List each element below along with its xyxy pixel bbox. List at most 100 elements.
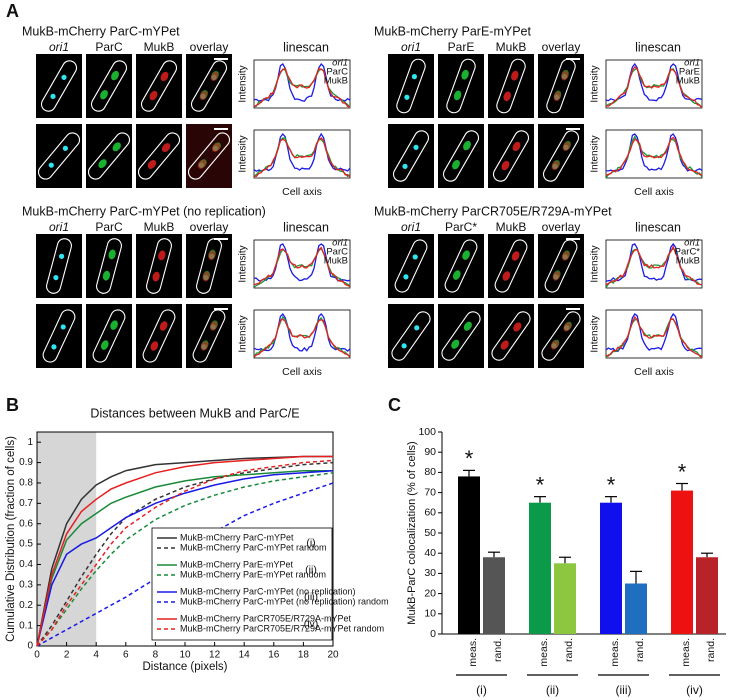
x-tick-label: meas. <box>538 638 550 667</box>
image-bg <box>136 304 182 368</box>
micrograph <box>136 54 182 118</box>
image-bg <box>488 124 534 188</box>
linescan-legend: ParC <box>326 247 348 258</box>
linescan-curve <box>253 318 351 358</box>
spot <box>561 251 570 261</box>
x-tick-label: rand. <box>492 638 504 662</box>
image-bg <box>388 304 434 368</box>
linescan-ylabel: Intensity <box>590 135 601 172</box>
cell-outline <box>87 132 131 180</box>
y-tick-label: 0.5 <box>19 539 33 550</box>
spot <box>112 142 121 152</box>
image-bg <box>186 124 232 188</box>
linescan-curve <box>253 137 351 178</box>
chart-title: Distances between MukB and ParC/E <box>90 406 299 420</box>
cell-outline <box>137 132 181 180</box>
x-axis-label: Distance (pixels) <box>143 661 228 673</box>
legend-label: MukB-mCherry ParC-mYPet random <box>180 542 327 552</box>
cell <box>494 239 528 293</box>
micrograph <box>86 304 132 368</box>
x-tick-label: meas. <box>467 638 479 667</box>
cell-outline <box>40 60 78 112</box>
micrograph <box>86 54 132 118</box>
cell-outline <box>96 238 122 294</box>
spot <box>453 90 462 101</box>
legend-label: MukB-mCherry ParC-mYPet (no replication)… <box>180 596 389 606</box>
linescan-title: linescan <box>635 40 681 54</box>
spot <box>200 341 209 351</box>
linescan-title: linescan <box>283 40 329 54</box>
y-tick-label: 0.6 <box>19 518 33 529</box>
cell-outline <box>541 311 581 361</box>
cell-outline <box>496 58 526 114</box>
y-tick-label: 10 <box>424 608 436 620</box>
y-tick-label: 30 <box>424 567 436 579</box>
channel-label: MukB <box>496 220 527 234</box>
cell-outline <box>140 60 178 112</box>
y-axis-label: MukB-ParC colocalization (% of cells) <box>406 441 418 624</box>
cell <box>87 132 131 180</box>
micrograph <box>36 234 82 298</box>
image-bg <box>136 124 182 188</box>
y-tick-label: 20 <box>424 587 436 599</box>
cell-outline <box>92 309 126 363</box>
spot <box>150 341 159 351</box>
legend-label: MukB-mCherry ParE-mYPet random <box>180 569 326 579</box>
y-tick-label: 100 <box>418 426 436 438</box>
x-tick-label: 0 <box>34 650 40 661</box>
linescan-frame <box>253 309 351 359</box>
image-bg <box>538 304 584 368</box>
y-tick-label: 0.1 <box>19 620 33 631</box>
image-bg <box>36 304 82 368</box>
spot <box>452 159 460 170</box>
linescan-curve <box>605 136 703 177</box>
cell <box>140 60 178 112</box>
spot <box>149 90 158 101</box>
cell-outline <box>396 58 426 114</box>
linescan-legend: MukB <box>324 76 348 87</box>
image-bg <box>388 234 434 298</box>
channel-label: MukB <box>144 40 175 54</box>
linescan-legend: MukB <box>676 76 700 87</box>
linescan-ylabel: Intensity <box>590 245 601 282</box>
cell-outline <box>542 130 580 182</box>
cell-outline <box>192 309 226 363</box>
linescan-frame <box>605 309 703 359</box>
group-title: MukB-mCherry ParC-mYPet <box>22 24 180 38</box>
micrograph <box>438 124 484 188</box>
cell <box>46 238 72 294</box>
micrograph <box>36 304 82 368</box>
linescan-curve <box>605 242 703 282</box>
spot <box>100 340 109 350</box>
cell-outline <box>142 309 176 363</box>
spot <box>61 74 67 80</box>
linescan-curve <box>605 312 703 353</box>
cell-outline <box>446 58 476 114</box>
bar <box>458 476 480 634</box>
spot <box>553 91 561 102</box>
channel-label: ParC* <box>445 220 477 234</box>
linescan-title: linescan <box>283 220 329 234</box>
significance-star: * <box>465 446 474 471</box>
linescan-ylabel: Intensity <box>238 315 249 352</box>
cell <box>92 309 126 363</box>
legend-label: MukB-mCherry ParC-mYPet <box>180 532 294 542</box>
spot <box>202 271 210 282</box>
cell <box>42 309 76 363</box>
y-tick-label: 70 <box>424 486 436 498</box>
linescan-legend: ori1 <box>332 58 348 69</box>
channel-label: overlay <box>542 220 581 234</box>
micrograph <box>136 234 182 298</box>
spot <box>451 339 460 349</box>
linescan-legend: ori1 <box>684 238 700 249</box>
channel-label: ori1 <box>401 40 421 54</box>
image-bg <box>488 234 534 298</box>
micrograph <box>488 54 534 118</box>
linescan-ylabel: Intensity <box>590 65 601 102</box>
image-bg <box>186 304 232 368</box>
bar <box>529 502 551 634</box>
spot <box>199 90 208 101</box>
bar <box>483 557 505 634</box>
y-tick-label: 0.2 <box>19 600 33 611</box>
